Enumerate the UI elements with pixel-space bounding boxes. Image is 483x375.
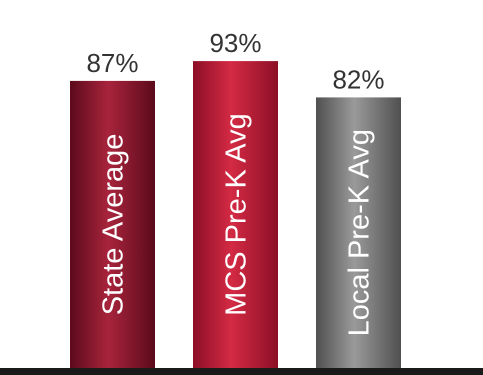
bar-label-mcs-pre-k-avg: MCS Pre-K Avg — [221, 113, 253, 316]
bars-layer: State Average MCS Pre-K Avg Local Pre-K Av… — [70, 61, 401, 369]
bar-label-state-average: State Average — [98, 134, 130, 316]
value-label-state-average: 87% — [86, 48, 138, 78]
chart-baseline — [0, 368, 483, 375]
value-labels-layer: 87% 93% 82% — [86, 28, 384, 94]
bar-local-pre-k-avg — [316, 97, 401, 369]
bar-label-local-pre-k-avg: Local Pre-K Avg — [344, 129, 376, 336]
value-label-local-pre-k-avg: 82% — [332, 64, 384, 94]
value-label-mcs-pre-k-avg: 93% — [209, 28, 261, 58]
bar-state-average — [70, 80, 155, 369]
bar-mcs-pre-k-avg — [193, 61, 278, 368]
